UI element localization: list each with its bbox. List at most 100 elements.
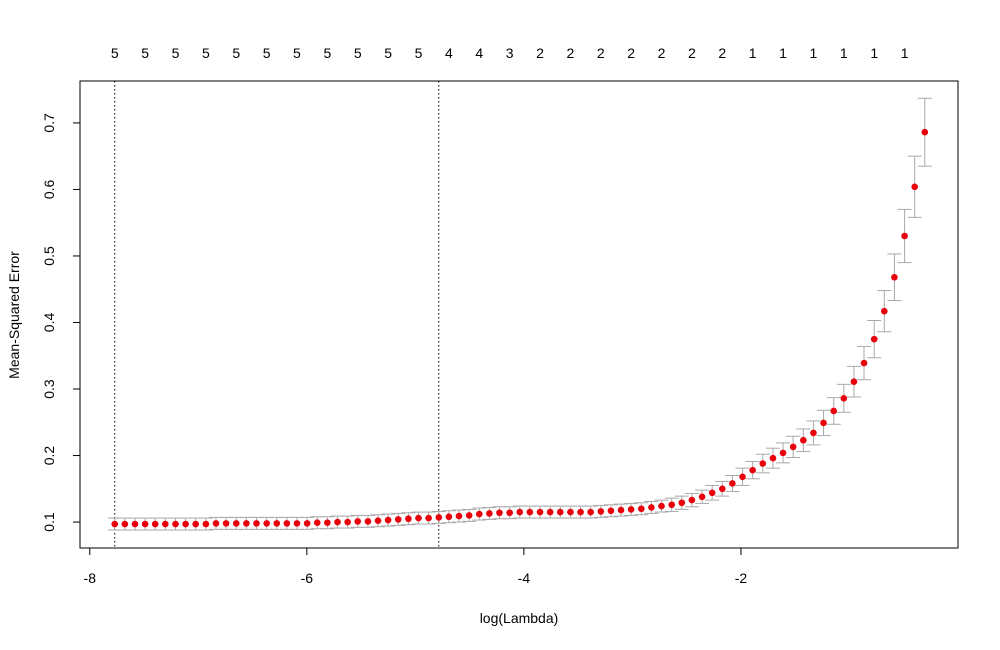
point xyxy=(891,273,898,281)
top-axis-label: 5 xyxy=(111,45,119,61)
point xyxy=(911,183,918,191)
top-axis-label: 5 xyxy=(263,45,271,61)
point xyxy=(435,514,443,521)
top-axis-label: 4 xyxy=(445,45,453,61)
top-axis-label: 5 xyxy=(141,45,149,61)
point xyxy=(486,510,493,517)
point xyxy=(739,473,746,481)
point xyxy=(151,520,159,528)
point xyxy=(222,520,230,527)
point xyxy=(577,508,584,516)
point xyxy=(344,518,351,526)
point xyxy=(648,504,655,511)
point xyxy=(769,454,777,462)
x-tick-label: -8 xyxy=(84,570,97,586)
point xyxy=(526,508,534,516)
point xyxy=(131,520,139,528)
point xyxy=(870,335,878,343)
point xyxy=(243,520,250,527)
point xyxy=(324,519,331,527)
point xyxy=(840,395,848,402)
point xyxy=(465,512,473,519)
point xyxy=(263,520,270,527)
point xyxy=(313,519,321,527)
top-axis-label: 1 xyxy=(749,45,757,61)
top-axis-label: 5 xyxy=(293,45,301,61)
point xyxy=(587,508,594,516)
point xyxy=(921,128,929,136)
point xyxy=(394,516,402,523)
point xyxy=(698,493,706,501)
top-axis-label: 5 xyxy=(232,45,240,61)
point xyxy=(830,407,838,415)
point xyxy=(475,510,483,518)
y-tick-label: 0.4 xyxy=(41,313,57,333)
point xyxy=(141,520,149,528)
point xyxy=(810,429,817,437)
point xyxy=(820,419,827,427)
point xyxy=(202,520,210,528)
top-axis-label: 3 xyxy=(506,45,514,61)
point xyxy=(881,307,888,315)
top-axis-label: 5 xyxy=(323,45,331,61)
point xyxy=(556,508,564,516)
point xyxy=(850,378,858,385)
point xyxy=(597,508,605,515)
top-axis-label: 2 xyxy=(567,45,575,61)
top-axis-label: 1 xyxy=(810,45,818,61)
top-axis-label: 4 xyxy=(475,45,483,61)
point xyxy=(303,520,311,527)
top-axis-label: 5 xyxy=(415,45,423,61)
point xyxy=(860,359,868,367)
point xyxy=(364,518,372,525)
point xyxy=(445,513,453,521)
top-axis-label: 2 xyxy=(688,45,696,61)
top-axis-label: 2 xyxy=(627,45,635,61)
y-tick-label: 0.5 xyxy=(41,246,57,266)
point xyxy=(779,449,787,457)
x-tick-label: -6 xyxy=(301,570,314,586)
point xyxy=(506,509,513,517)
point xyxy=(354,518,362,525)
top-axis-label: 5 xyxy=(172,45,180,61)
point xyxy=(374,517,382,525)
point xyxy=(688,496,696,504)
point xyxy=(759,460,767,467)
top-axis-label: 1 xyxy=(840,45,848,61)
top-axis-label: 1 xyxy=(779,45,787,61)
point xyxy=(536,508,544,516)
point xyxy=(678,499,686,507)
point xyxy=(627,506,635,513)
point xyxy=(789,443,797,451)
point xyxy=(729,480,736,487)
top-axis-label: 5 xyxy=(384,45,392,61)
point xyxy=(162,520,169,528)
point xyxy=(607,507,615,515)
top-axis-label: 5 xyxy=(354,45,362,61)
point xyxy=(384,516,392,524)
top-axis-label: 2 xyxy=(536,45,544,61)
point xyxy=(638,505,645,513)
top-axis-label: 2 xyxy=(597,45,605,61)
point xyxy=(172,520,179,528)
point xyxy=(415,514,422,522)
point xyxy=(405,515,412,523)
point xyxy=(273,520,281,527)
point xyxy=(567,508,574,516)
x-tick-label: -4 xyxy=(518,570,531,586)
top-axis-label: 2 xyxy=(658,45,666,61)
point xyxy=(800,436,807,444)
top-axis-label: 1 xyxy=(901,45,909,61)
point xyxy=(283,520,291,527)
point xyxy=(253,520,260,527)
point xyxy=(111,520,119,528)
point xyxy=(182,520,189,528)
point xyxy=(455,512,463,520)
y-tick-label: 0.6 xyxy=(41,179,57,199)
point xyxy=(232,520,240,527)
point xyxy=(192,520,199,528)
point xyxy=(617,506,625,514)
point xyxy=(334,518,341,526)
y-tick-label: 0.3 xyxy=(41,379,57,399)
